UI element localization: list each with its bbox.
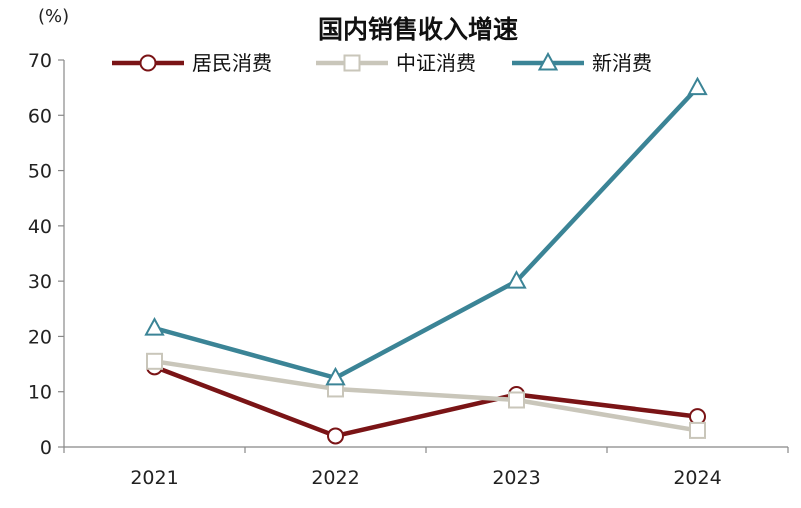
y-tick-label: 0 xyxy=(40,437,52,459)
series-line xyxy=(153,86,700,381)
series-layer xyxy=(144,76,708,445)
series-line xyxy=(153,364,698,439)
x-axis-ticks: 2021 2022 2023 2024 xyxy=(63,447,789,489)
data-point-triangle xyxy=(144,317,165,336)
series-line xyxy=(154,359,698,433)
y-tick-label: 60 xyxy=(28,105,52,127)
data-point-square xyxy=(508,391,525,409)
data-point-square xyxy=(689,421,706,439)
y-tick-label: 70 xyxy=(28,50,52,72)
y-unit-label: (%) xyxy=(38,6,69,27)
data-point-triangle xyxy=(687,76,708,96)
x-tick-label: 2022 xyxy=(311,467,359,489)
legend-marker-triangle xyxy=(537,51,559,71)
data-point-triangle xyxy=(325,366,346,386)
x-tick-label: 2023 xyxy=(492,467,540,489)
legend-item-3: 新消费 xyxy=(512,51,652,75)
y-tick-label: 50 xyxy=(28,161,52,183)
legend-item-2: 中证消费 xyxy=(316,51,476,75)
data-point-triangle xyxy=(506,270,527,289)
x-tick-label: 2021 xyxy=(130,467,178,489)
y-tick-label: 40 xyxy=(28,216,52,238)
data-point-circle xyxy=(327,427,344,445)
y-tick-label: 10 xyxy=(28,382,52,404)
series-3 xyxy=(144,76,708,386)
y-axis-ticks: 0 10 20 30 40 50 60 70 xyxy=(28,50,64,459)
data-point-square xyxy=(146,352,163,370)
legend-item-1: 居民消费 xyxy=(112,51,272,75)
data-point-circle xyxy=(689,408,706,426)
y-tick-label: 20 xyxy=(28,326,52,348)
legend-label: 中证消费 xyxy=(396,51,476,75)
y-tick-label: 30 xyxy=(28,271,52,293)
legend-marker-circle xyxy=(139,54,157,72)
legend-marker-square xyxy=(343,54,361,72)
x-tick-label: 2024 xyxy=(673,467,721,489)
chart-title: 国内销售收入增速 xyxy=(318,15,518,44)
legend: 居民消费 中证消费 新消费 xyxy=(112,51,652,75)
legend-label: 新消费 xyxy=(592,51,652,75)
legend-label: 居民消费 xyxy=(192,51,272,75)
